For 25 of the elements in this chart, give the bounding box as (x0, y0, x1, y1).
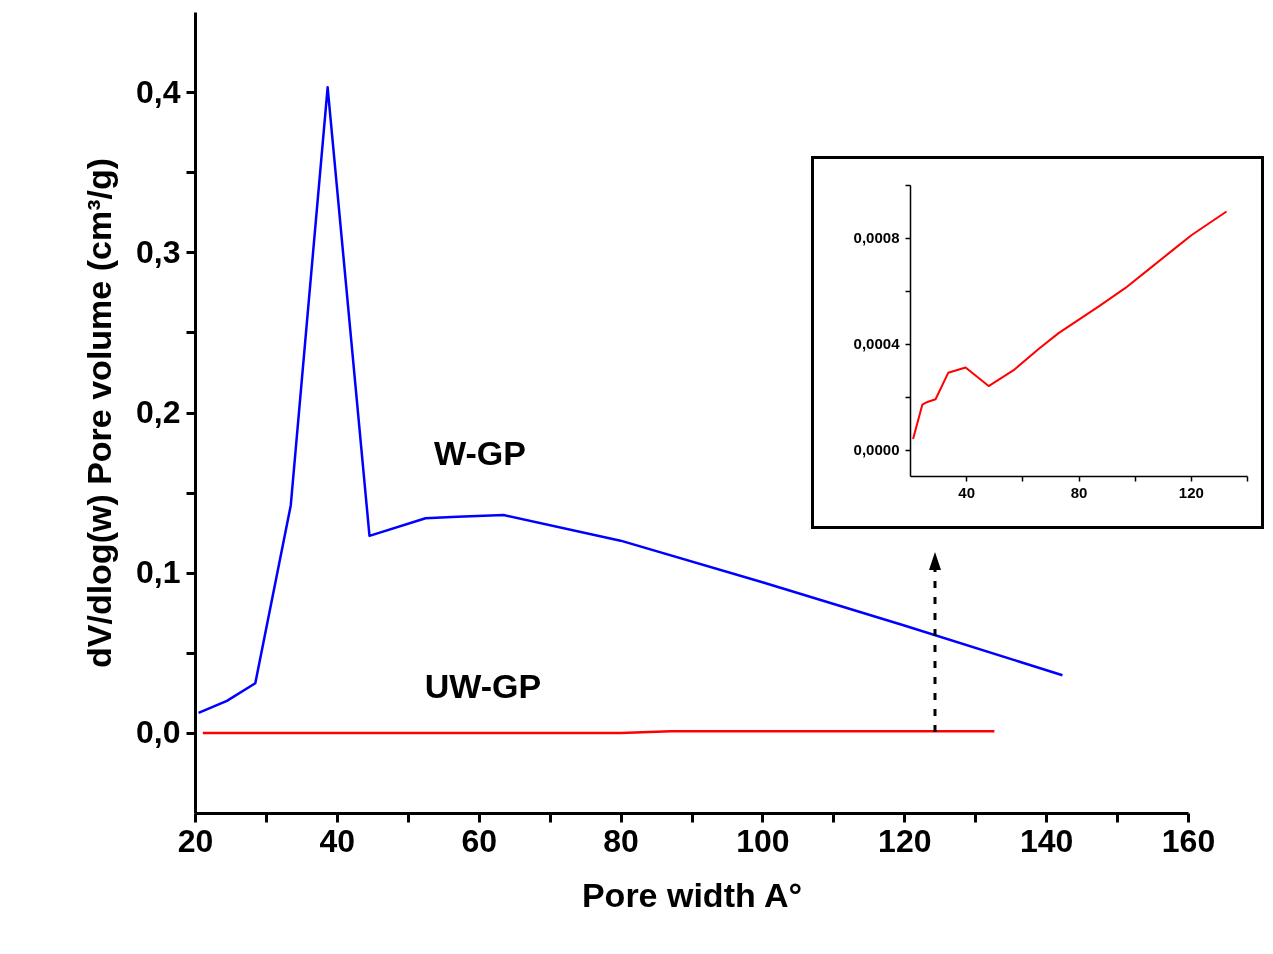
x-tick-label: 60 (461, 822, 498, 859)
y-tick-label: 0,0008 (853, 229, 900, 247)
x-tick-label: 80 (1070, 483, 1088, 501)
y-tick-label: 0,4 (136, 73, 181, 110)
y-tick-label: 0,2 (136, 394, 181, 430)
x-tick-label: 140 (1019, 822, 1074, 859)
x-tick-label: 80 (603, 822, 639, 859)
line-series (197, 86, 1064, 715)
series-label: W-GP (434, 434, 526, 472)
x-tick-label: 40 (319, 822, 356, 859)
x-axis-title: Pore width A° (581, 875, 803, 914)
x-tick-label: 120 (878, 822, 932, 859)
x-tick-label: 120 (1178, 483, 1204, 501)
x-tick-label: 160 (1161, 822, 1216, 859)
y-tick-label: 0,3 (136, 233, 181, 270)
y-tick-label: 0,1 (136, 554, 181, 591)
y-axis-title: dV/dlog(w) Pore volume (cm³/g) (80, 157, 119, 669)
x-tick-label: 20 (177, 822, 214, 859)
x-tick-label: 40 (958, 483, 976, 501)
y-tick-label: 0,0000 (853, 441, 900, 459)
line-series (912, 210, 1228, 440)
series-label: UW-GP (424, 667, 542, 705)
x-tick-label: 100 (736, 822, 790, 859)
y-tick-label: 0,0004 (853, 335, 901, 353)
y-tick-label: 0,0 (136, 714, 181, 751)
